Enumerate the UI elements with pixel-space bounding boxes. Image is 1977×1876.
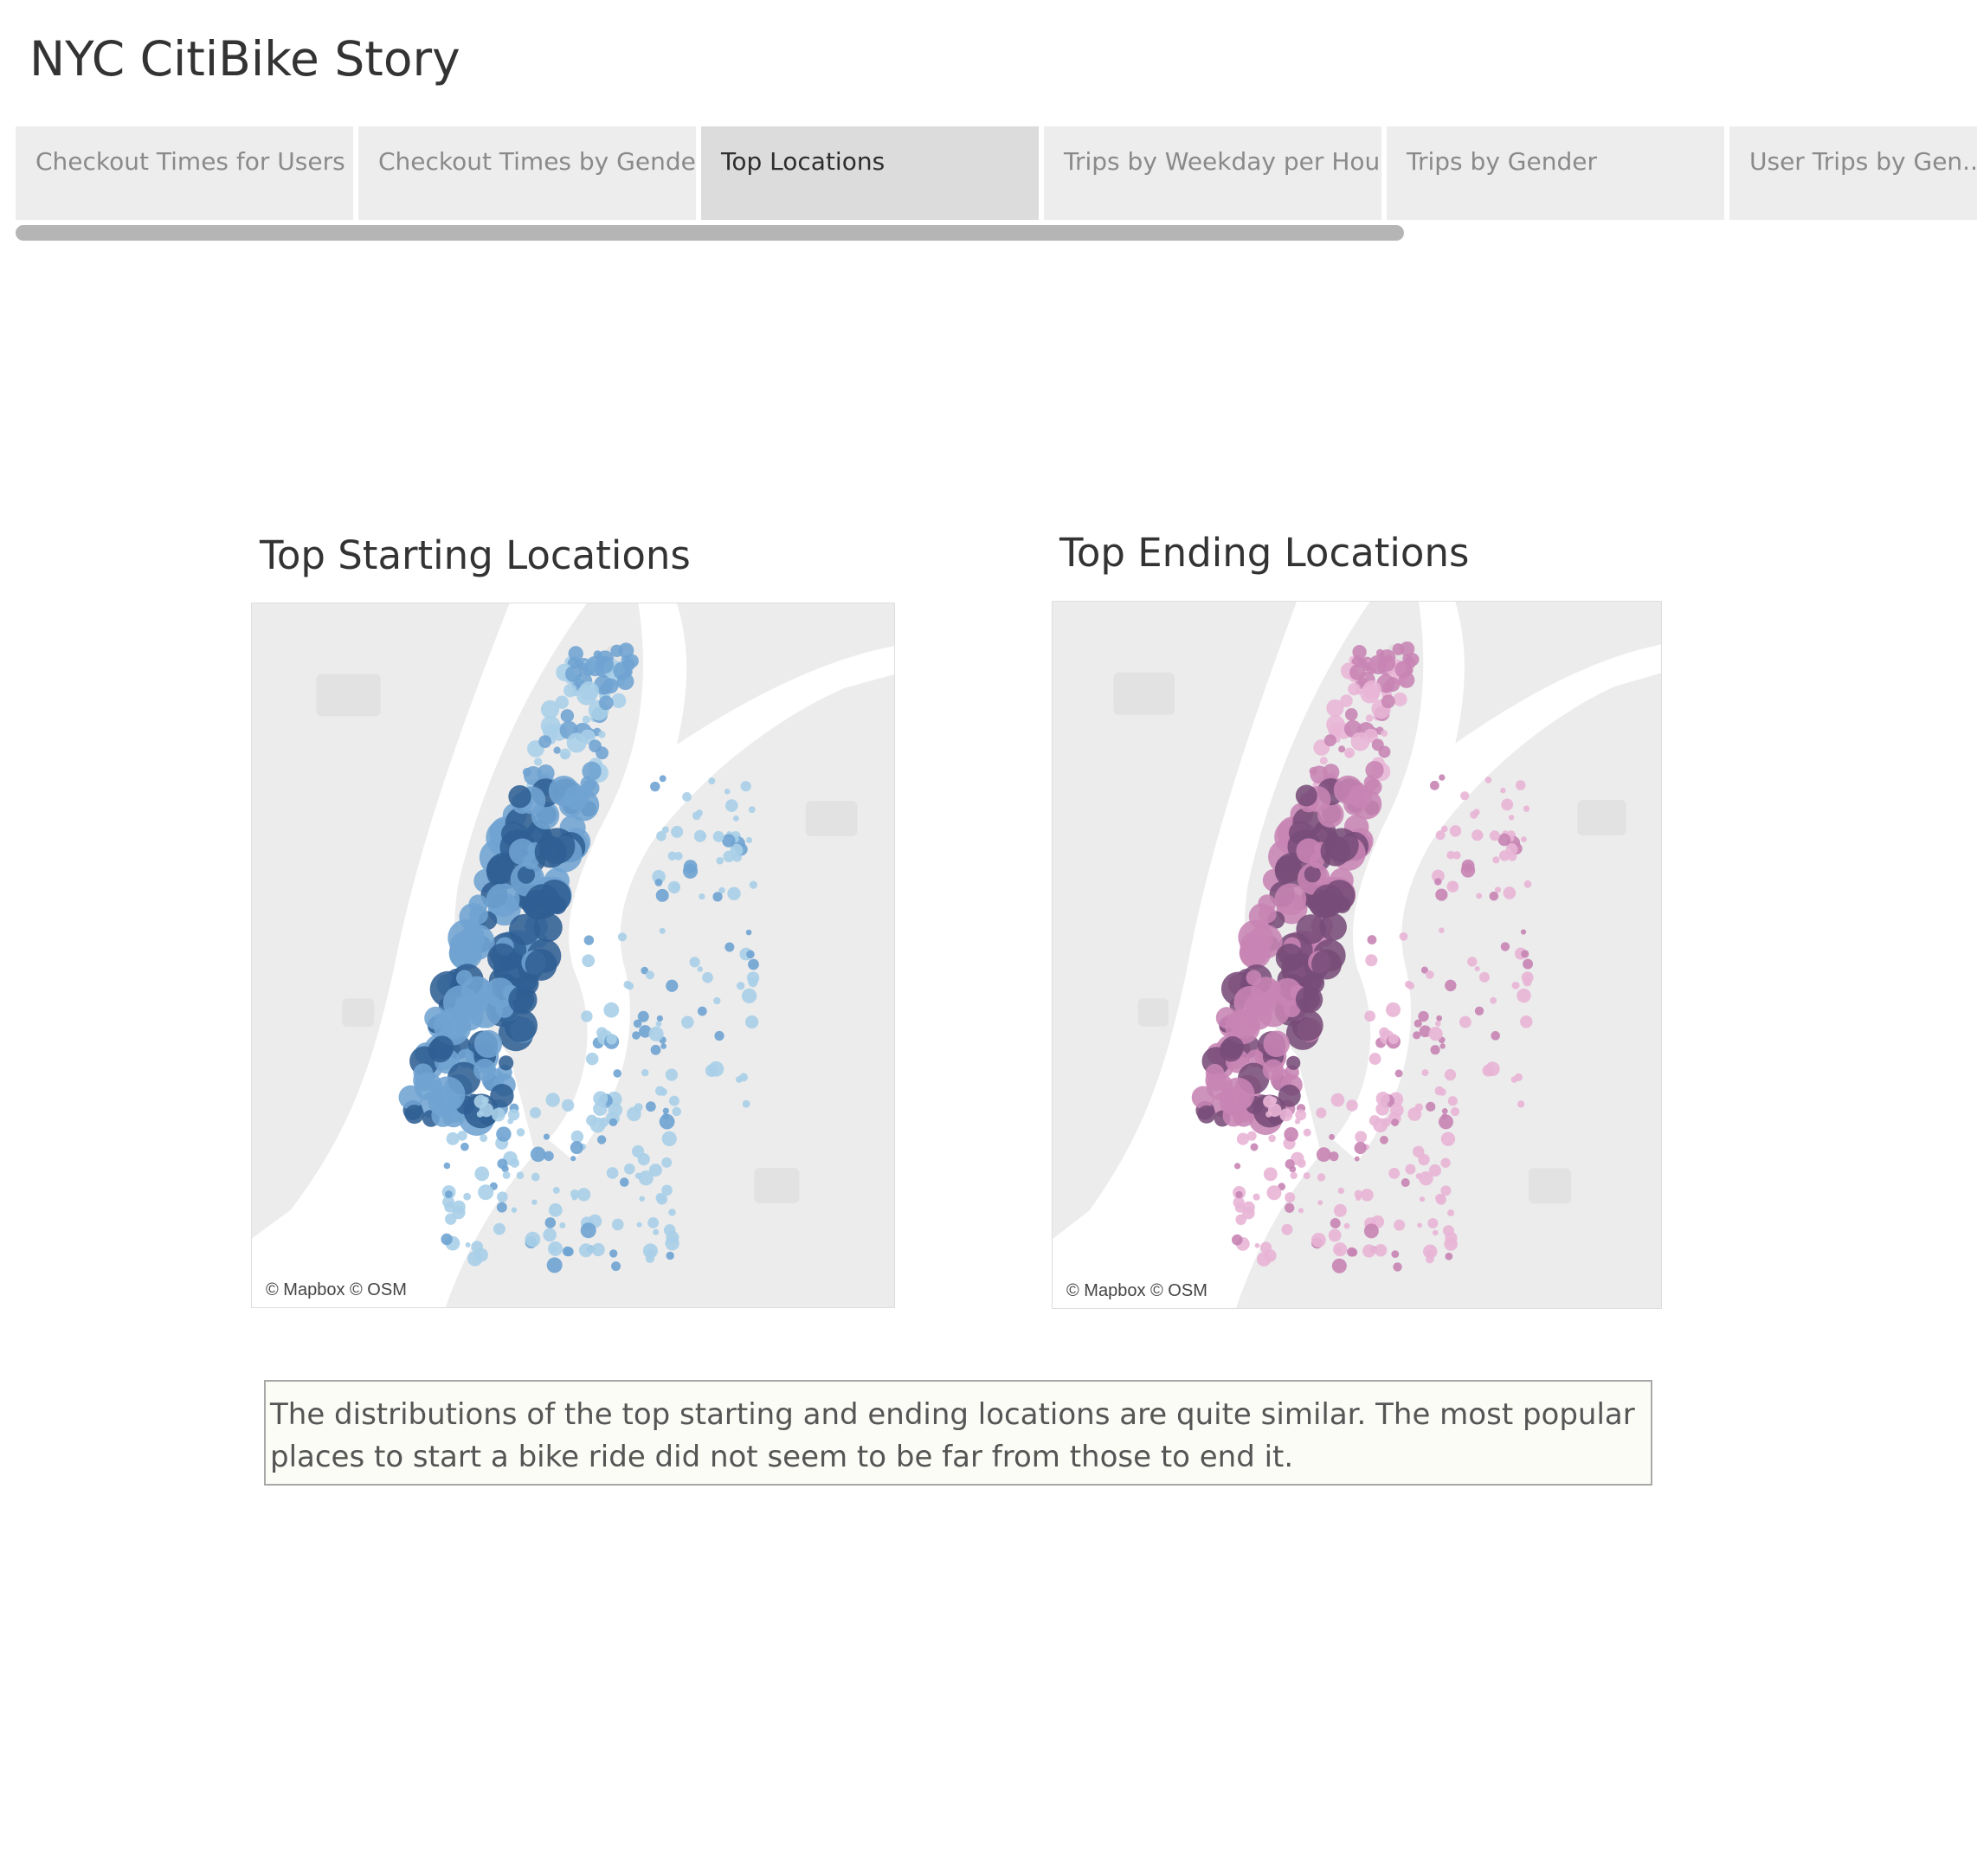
tab-trips-by-gender[interactable]: Trips by Gender bbox=[1387, 126, 1724, 220]
tabs-scrollbar[interactable] bbox=[16, 225, 1404, 241]
map-attribution[interactable]: © Mapbox © OSM bbox=[1066, 1281, 1207, 1300]
story-caption: The distributions of the top starting an… bbox=[264, 1380, 1652, 1486]
story-title: NYC CitiBike Story bbox=[29, 31, 460, 87]
map-top-ending-locations[interactable]: © Mapbox © OSM bbox=[1052, 601, 1662, 1309]
tab-checkout-times-for-users[interactable]: Checkout Times for Users bbox=[16, 126, 353, 220]
map-title-starting: Top Starting Locations bbox=[260, 532, 691, 578]
map-attribution[interactable]: © Mapbox © OSM bbox=[266, 1280, 407, 1299]
map-top-starting-locations[interactable]: © Mapbox © OSM bbox=[251, 603, 895, 1308]
story-point-tabs: Checkout Times for Users Checkout Times … bbox=[16, 126, 1977, 222]
tab-trips-by-weekday-per-hour[interactable]: Trips by Weekday per Hour bbox=[1044, 126, 1381, 220]
station-bubbles bbox=[1191, 641, 1534, 1273]
tab-checkout-times-by-gender[interactable]: Checkout Times by Gender bbox=[358, 126, 696, 220]
station-bubbles bbox=[398, 642, 760, 1273]
map-canvas bbox=[1053, 602, 1661, 1308]
map-canvas bbox=[252, 603, 894, 1307]
map-title-ending: Top Ending Locations bbox=[1059, 530, 1470, 576]
tab-user-trips-by-gender[interactable]: User Trips by Gen.. bbox=[1729, 126, 1977, 220]
tab-top-locations[interactable]: Top Locations bbox=[701, 126, 1039, 220]
